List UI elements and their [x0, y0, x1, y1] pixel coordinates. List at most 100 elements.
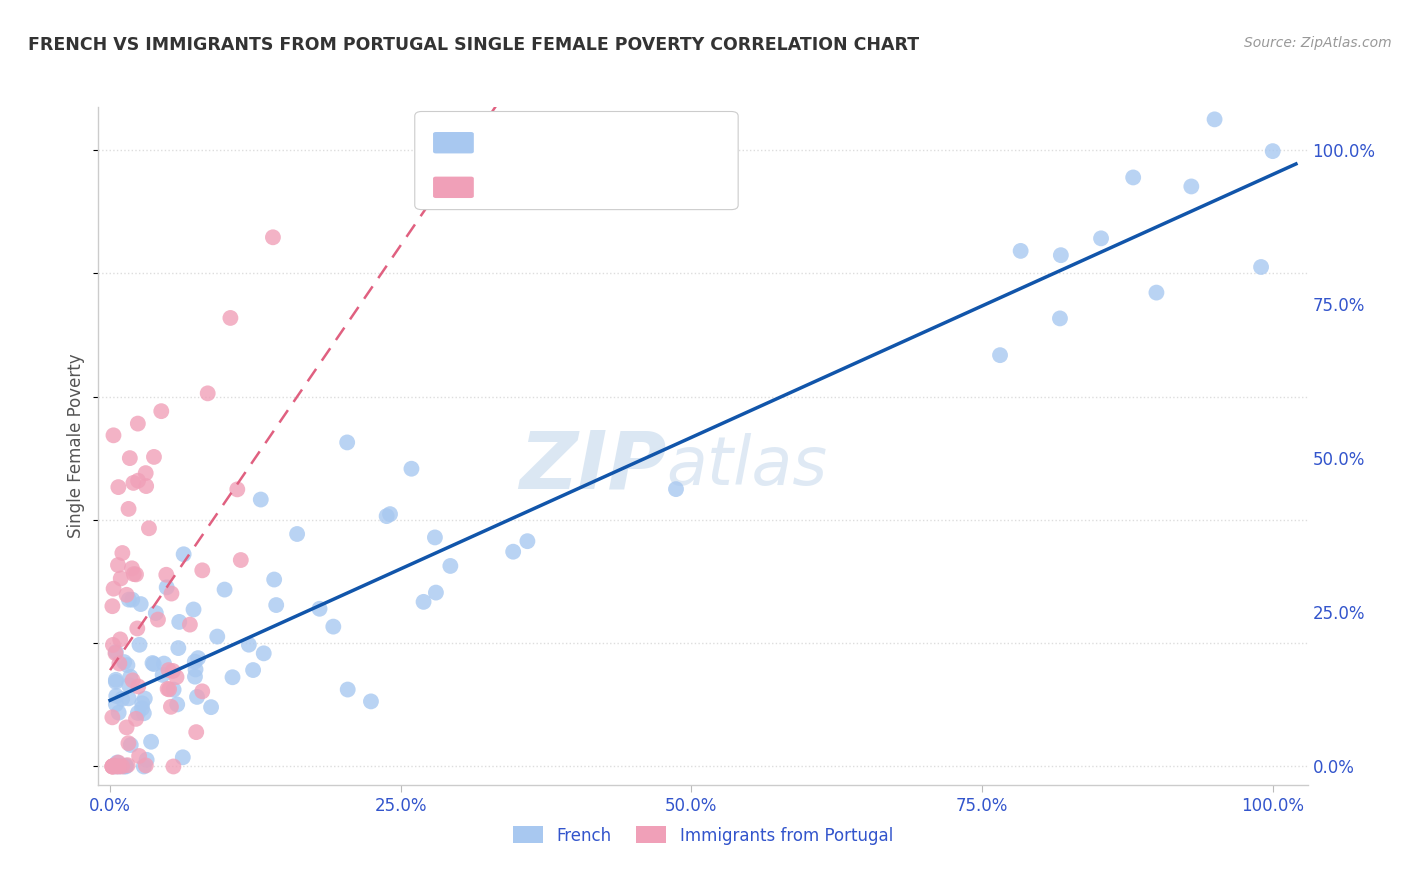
Point	[143, 450, 166, 464]
Point	[108, 759, 131, 773]
Point	[1050, 248, 1073, 262]
Point	[167, 641, 190, 656]
Point	[125, 712, 148, 726]
Point	[1049, 311, 1071, 326]
Point	[117, 736, 139, 750]
Point	[308, 601, 330, 615]
Y-axis label: Single Female Poverty: Single Female Poverty	[67, 354, 86, 538]
Point	[1261, 144, 1284, 158]
Point	[127, 622, 149, 636]
Point	[117, 658, 139, 673]
Point	[122, 567, 145, 582]
Point	[139, 735, 162, 749]
Point	[103, 758, 125, 772]
Text: Source: ZipAtlas.com: Source: ZipAtlas.com	[1244, 36, 1392, 50]
Point	[103, 582, 125, 596]
Point	[135, 753, 157, 767]
Point	[127, 680, 149, 694]
Point	[183, 602, 205, 616]
Point	[191, 684, 214, 698]
Point	[439, 558, 461, 573]
Point	[104, 759, 127, 773]
Point	[131, 697, 153, 711]
Point	[111, 546, 134, 560]
Point	[166, 698, 188, 712]
Point	[186, 690, 208, 704]
Point	[1010, 244, 1032, 258]
Point	[214, 582, 236, 597]
Point	[516, 534, 538, 549]
Text: atlas: atlas	[666, 434, 828, 500]
Point	[336, 435, 359, 450]
Point	[502, 544, 524, 558]
Point	[425, 585, 447, 599]
Point	[132, 706, 155, 721]
Point	[104, 698, 127, 712]
Point	[375, 509, 398, 524]
Point	[173, 547, 195, 561]
Point	[253, 646, 276, 660]
Point	[200, 700, 222, 714]
Point	[322, 619, 344, 633]
Point	[115, 720, 138, 734]
Point	[111, 691, 134, 706]
Point	[160, 699, 183, 714]
Point	[110, 571, 132, 585]
Point	[101, 710, 124, 724]
Point	[134, 691, 156, 706]
Point	[157, 663, 180, 677]
Point	[101, 759, 124, 773]
Point	[128, 749, 150, 764]
Point	[401, 461, 423, 475]
Point	[104, 673, 127, 687]
Point	[162, 682, 184, 697]
Point	[135, 466, 157, 480]
Point	[242, 663, 264, 677]
Point	[118, 592, 141, 607]
Point	[1250, 260, 1272, 274]
Point	[1204, 112, 1226, 127]
Point	[142, 657, 165, 671]
Point	[152, 668, 174, 682]
Point	[229, 553, 252, 567]
Point	[285, 527, 308, 541]
Point	[120, 670, 142, 684]
Point	[1090, 231, 1112, 245]
Point	[153, 657, 176, 671]
Point	[145, 606, 167, 620]
Point	[104, 674, 127, 689]
Point	[412, 595, 434, 609]
Point	[1144, 285, 1167, 300]
Point	[131, 701, 153, 715]
Point	[179, 617, 201, 632]
Point	[156, 681, 179, 696]
Point	[157, 682, 180, 697]
Point	[156, 580, 179, 594]
Point	[103, 428, 125, 442]
Point	[121, 592, 143, 607]
Point	[172, 750, 194, 764]
Point	[1180, 179, 1202, 194]
Point	[336, 682, 359, 697]
Point	[122, 475, 145, 490]
Point	[128, 638, 150, 652]
Point	[108, 632, 131, 647]
Point	[112, 759, 135, 773]
Point	[263, 573, 285, 587]
Point	[114, 759, 136, 773]
Point	[1122, 170, 1144, 185]
Point	[101, 638, 124, 652]
Point	[191, 563, 214, 577]
Point	[988, 348, 1011, 362]
Point	[378, 507, 401, 521]
Point	[107, 706, 129, 720]
Point	[127, 706, 149, 720]
Point	[108, 657, 131, 671]
Point	[101, 759, 124, 773]
Point	[187, 651, 209, 665]
Point	[184, 662, 207, 676]
Point	[105, 756, 128, 770]
Point	[135, 479, 157, 493]
Point	[160, 586, 183, 600]
Point	[117, 502, 139, 516]
